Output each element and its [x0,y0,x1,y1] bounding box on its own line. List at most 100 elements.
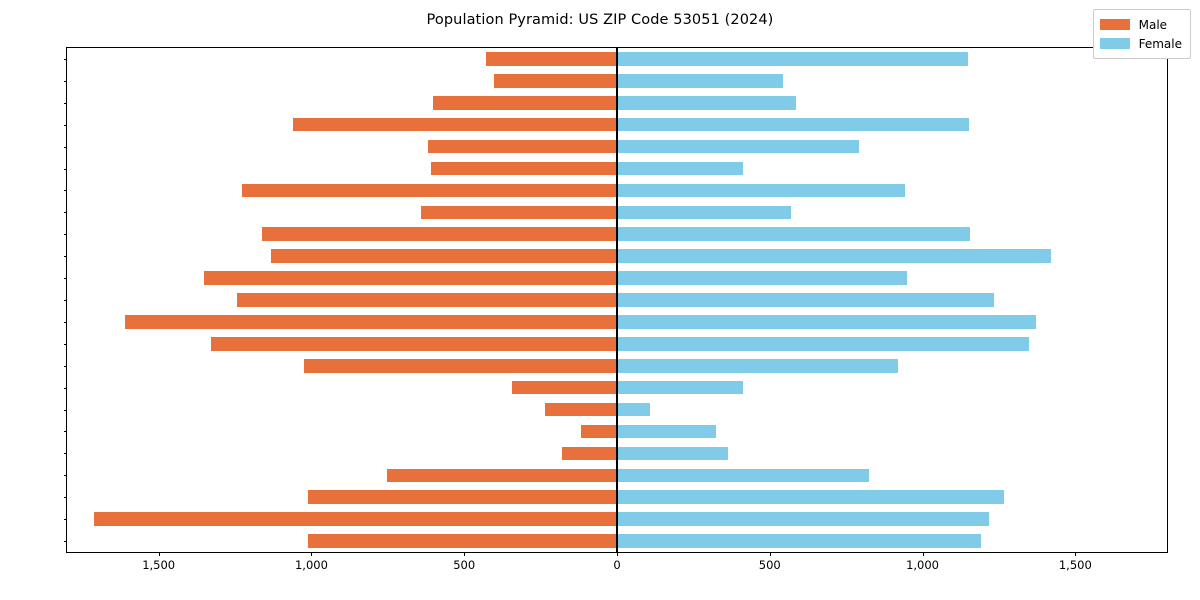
bar-row [67,139,1167,154]
bar-male-80-84 [493,74,617,88]
bar-female-under-5 [617,534,982,548]
chart-title: Population Pyramid: US ZIP Code 53051 (2… [426,12,774,28]
x-tick-label: 1,500 [142,558,176,572]
bar-male-15-17 [387,468,617,483]
bar-male-30-34 [211,337,617,351]
bar-male-22-24 [511,380,617,395]
bar-female-22-24 [617,380,744,395]
plot-area [67,48,1167,552]
y-tick-mark [63,102,67,104]
x-tick-label: 1,000 [294,558,328,572]
bar-male-10-14 [308,490,617,504]
legend-label-female: Female [1138,36,1182,51]
bar-row [67,380,1167,395]
y-tick-mark [63,278,67,280]
y-tick-mark [63,541,67,543]
zero-axis-line [616,48,618,552]
legend-entry-female[interactable]: Female [1099,34,1182,53]
legend-label-male: Male [1138,17,1168,32]
bar-row [67,468,1167,483]
bar-row [67,183,1167,198]
y-tick-mark [63,453,67,455]
y-tick-mark [63,58,67,60]
bar-female-75-79 [617,95,797,110]
y-tick-mark [63,80,67,82]
bar-row [67,161,1167,176]
bar-female-20 [617,424,716,439]
bar-row [67,402,1167,417]
bar-male-67-69 [427,139,617,154]
legend-swatch-female-icon [1099,38,1130,49]
bar-female-62-64 [617,183,906,198]
y-tick-mark [63,124,67,126]
bar-male-62-64 [241,183,617,198]
bar-female-21 [617,402,650,417]
x-tick-mark [311,552,313,556]
bar-female-45-49 [617,271,907,285]
bar-male-18-19 [562,446,617,461]
bar-male-50-54 [271,249,617,263]
bar-female-40-44 [617,293,994,307]
bar-male-20 [581,424,617,439]
chart-legend: Male Female [1092,9,1191,59]
bar-row [67,424,1167,439]
bar-female-18-19 [617,446,729,461]
bar-female-30-34 [617,337,1030,351]
bar-male-70-74 [293,117,617,132]
y-tick-mark [63,146,67,148]
bar-female-50-54 [617,249,1051,263]
y-tick-mark [63,431,67,433]
y-tick-mark [63,256,67,258]
bar-female-15-17 [617,468,870,483]
y-tick-mark [63,234,67,236]
bar-row [67,205,1167,220]
bar-row [67,534,1167,548]
legend-entry-male[interactable]: Male [1099,15,1182,34]
bar-row [67,293,1167,307]
bar-row [67,95,1167,110]
bar-female-85- [617,52,969,66]
x-tick-label: 500 [453,558,476,572]
bar-row [67,117,1167,132]
bar-male-35-39 [125,315,617,329]
y-tick-mark [63,365,67,367]
bar-row [67,52,1167,66]
bar-row [67,490,1167,504]
bar-row [67,227,1167,242]
bar-male-21 [544,402,617,417]
bar-row [67,249,1167,263]
y-tick-mark [63,519,67,521]
y-tick-mark [63,300,67,301]
bar-female-60-61 [617,205,791,220]
bar-female-70-74 [617,117,970,132]
y-tick-mark [63,168,67,170]
y-tick-mark [63,387,67,389]
bar-male-85- [486,52,617,66]
y-tick-mark [63,497,67,499]
y-tick-mark [63,343,67,345]
bar-row [67,512,1167,526]
x-tick-label: 1,000 [906,558,940,572]
bar-male-5-9 [94,512,617,526]
bar-female-67-69 [617,139,859,154]
legend-swatch-male-icon [1099,19,1130,30]
bar-row [67,358,1167,373]
bar-female-65-66 [617,161,744,176]
bar-male-65-66 [430,161,617,176]
y-tick-mark [63,190,67,192]
bar-row [67,74,1167,88]
bar-male-under-5 [308,534,617,548]
y-tick-mark [63,409,67,411]
y-tick-mark [63,475,67,477]
bar-row [67,337,1167,351]
bar-female-35-39 [617,315,1037,329]
bar-male-25-29 [304,358,617,373]
x-tick-label: 500 [758,558,781,572]
x-tick-mark [158,552,160,556]
y-tick-mark [63,321,67,323]
bar-female-10-14 [617,490,1005,504]
bar-female-55-59 [617,227,971,242]
x-tick-mark [464,552,466,556]
bar-female-5-9 [617,512,990,526]
